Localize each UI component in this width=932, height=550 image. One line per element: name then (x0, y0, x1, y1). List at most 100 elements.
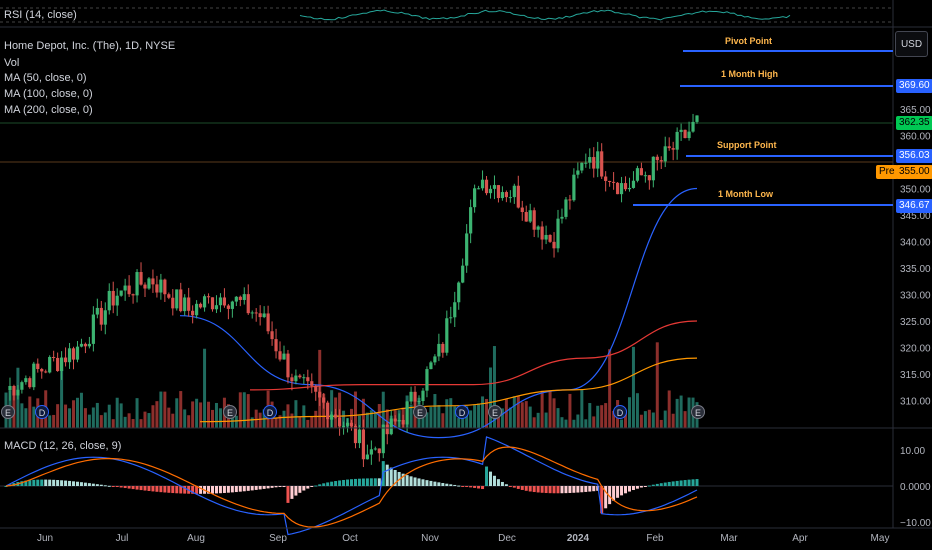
volume-bar (342, 410, 346, 428)
volume-bar (540, 390, 544, 428)
macd-histogram-bar (36, 479, 40, 486)
volume-bar (528, 406, 532, 428)
volume-bar (119, 403, 123, 428)
macd-histogram-bar (211, 486, 215, 494)
candle-body (127, 285, 131, 295)
dividend-marker[interactable]: D (455, 405, 469, 419)
earnings-marker[interactable]: E (691, 405, 705, 419)
candle-body (508, 197, 512, 199)
dividend-marker[interactable]: D (263, 405, 277, 419)
macd-histogram-bar (604, 486, 608, 509)
candle-body (540, 226, 544, 240)
macd-histogram-bar (139, 486, 143, 491)
macd-histogram-bar (393, 469, 397, 486)
macd-histogram-bar (469, 486, 473, 488)
event-marker-letter: E (417, 408, 423, 418)
macd-label[interactable]: MACD (12, 26, close, 9) (4, 440, 122, 452)
volume-bar (32, 406, 36, 428)
volume-bar (473, 405, 477, 428)
macd-histogram-bar (600, 486, 604, 514)
candle-body (24, 378, 28, 383)
ma100-line (249, 320, 698, 391)
candle-body (584, 162, 588, 164)
macd-histogram-bar (425, 480, 429, 486)
premarket-price-tag: 355.00 (896, 165, 932, 179)
candle-body (222, 297, 227, 306)
candle-body (16, 389, 20, 396)
symbol-title[interactable]: Home Depot, Inc. (The), 1D, NYSE (4, 40, 176, 52)
macd-histogram-bar (326, 482, 330, 486)
earnings-marker[interactable]: E (223, 405, 237, 419)
macd-histogram-bar (310, 486, 314, 487)
earnings-marker[interactable]: E (488, 405, 502, 419)
candle-body (298, 375, 302, 378)
price-axis-tick: 350.00 (900, 185, 931, 196)
volume-bar (532, 417, 536, 428)
volume-bar (282, 410, 286, 428)
candle-body (107, 290, 111, 311)
candle-body (274, 339, 278, 352)
candle-body (99, 307, 103, 325)
volume-bar (536, 412, 540, 428)
macd-histogram-bar (338, 480, 342, 486)
ma200-label[interactable]: MA (200, close, 0) (4, 104, 93, 116)
candle-body (67, 348, 72, 363)
earnings-marker[interactable]: E (413, 405, 427, 419)
macd-axis: 10.00 0.0000 −10.00 (900, 446, 931, 529)
time-axis-label: May (871, 533, 890, 544)
candle-body (278, 351, 282, 360)
macd-histogram-bar (671, 481, 675, 486)
macd-histogram-bar (87, 483, 91, 486)
event-marker-letter: E (492, 408, 498, 418)
volume-label[interactable]: Vol (4, 57, 20, 69)
volume-bar (211, 409, 215, 428)
macd-histogram-bar (56, 480, 60, 486)
macd-histogram-bar (83, 482, 87, 486)
earnings-marker[interactable]: E (1, 405, 15, 419)
macd-histogram-bar (123, 486, 127, 489)
macd-histogram-bar (635, 486, 639, 489)
candle-body (437, 343, 441, 357)
macd-histogram-bar (437, 482, 441, 486)
volume-bar (520, 402, 524, 428)
candle-body (691, 121, 695, 132)
currency-button[interactable]: USD (895, 31, 928, 57)
macd-histogram-bar (290, 486, 294, 499)
macd-histogram-bar (647, 485, 651, 487)
candle-body (568, 199, 572, 201)
candle-body (401, 419, 405, 425)
premarket-badge: Pre (876, 165, 898, 179)
time-axis: Jun Jul Aug Sep Oct Nov Dec 2024 Feb Mar Apr May (37, 533, 890, 544)
candle-body (171, 297, 175, 309)
dividend-marker[interactable]: D (613, 405, 627, 419)
volume-bar (330, 390, 334, 428)
macd-histogram-bar (4, 486, 8, 487)
volume-bar (385, 409, 389, 428)
macd-histogram-bar (48, 479, 52, 486)
macd-histogram-bar (334, 481, 338, 486)
ma50-label[interactable]: MA (50, close, 0) (4, 72, 87, 84)
macd-histogram-bar (687, 479, 691, 486)
macd-histogram-bar (282, 486, 286, 487)
rsi-label[interactable]: RSI (14, close) (4, 9, 77, 21)
macd-histogram-bar (171, 486, 175, 494)
volume-bar (64, 404, 68, 428)
volume-bar (504, 399, 508, 428)
ma100-label[interactable]: MA (100, close, 0) (4, 88, 93, 100)
candle-body (429, 362, 433, 370)
candle-body (659, 160, 663, 162)
macd-histogram-bar (103, 485, 107, 487)
candle-body (496, 185, 501, 199)
ma50-line (179, 187, 698, 439)
volume-bar (167, 407, 171, 428)
candle-body (83, 343, 88, 347)
volume-bar (500, 408, 504, 428)
volume-bar (651, 412, 655, 428)
dividend-marker[interactable]: D (35, 405, 49, 419)
candle-body (377, 448, 381, 454)
volume-bar (175, 398, 179, 428)
macd-histogram-bar (278, 486, 282, 487)
macd-histogram-bar (350, 479, 353, 486)
